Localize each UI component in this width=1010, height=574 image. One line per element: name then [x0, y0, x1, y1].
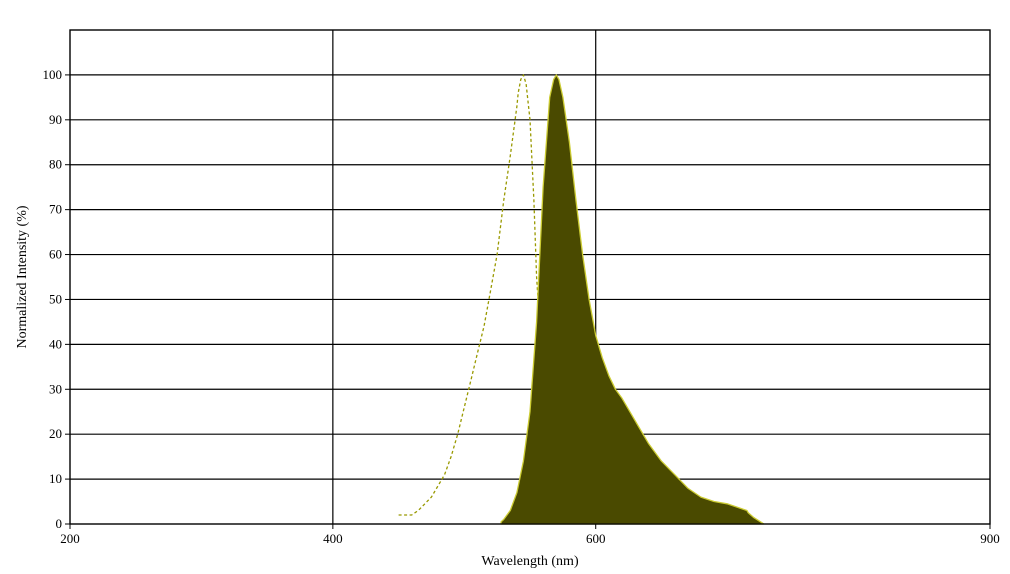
- y-tick-label: 70: [49, 202, 62, 217]
- series-layer: [398, 74, 765, 525]
- x-tick-label: 200: [60, 531, 80, 546]
- x-tick-label: 400: [323, 531, 343, 546]
- y-tick-label: 100: [43, 67, 63, 82]
- y-tick-label: 60: [49, 247, 62, 262]
- y-tick-label: 50: [49, 291, 62, 306]
- y-tick-label: 20: [49, 426, 62, 441]
- y-tick-label: 0: [56, 516, 63, 531]
- plot-frame: [69, 29, 991, 525]
- y-tick-label: 30: [49, 381, 62, 396]
- tick-labels: 0 10 20 30 40 50 60 70 80 90 100 200 400 600 900: [43, 67, 1000, 546]
- y-tick-label: 80: [49, 157, 62, 172]
- y-axis-label: Normalized Intensity (%): [15, 205, 30, 348]
- plot-border: [69, 29, 991, 525]
- x-tick-label: 600: [586, 531, 606, 546]
- x-axis-label: Wavelength (nm): [481, 554, 579, 569]
- emission-area: [500, 74, 765, 525]
- x-tick-label: 900: [980, 531, 1000, 546]
- y-tick-label: 10: [49, 471, 62, 486]
- y-tick-label: 90: [49, 112, 62, 127]
- y-tick-label: 40: [49, 336, 62, 351]
